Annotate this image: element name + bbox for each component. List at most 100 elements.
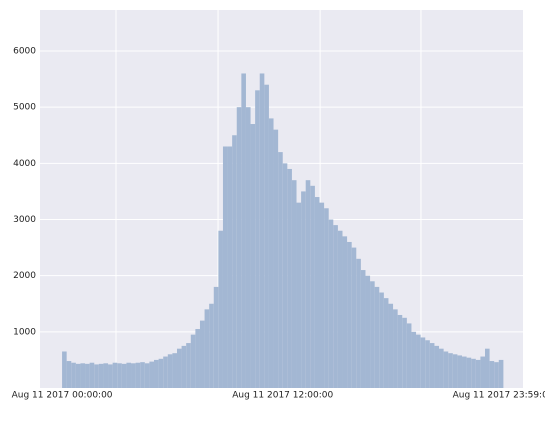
bar xyxy=(296,202,302,388)
bar xyxy=(328,219,334,388)
bar xyxy=(140,362,145,388)
bar xyxy=(406,323,412,388)
bar xyxy=(443,351,449,388)
bar xyxy=(379,292,384,388)
bar xyxy=(489,361,495,388)
bar xyxy=(268,118,274,389)
bar xyxy=(103,363,109,388)
bar xyxy=(370,281,375,388)
bar xyxy=(342,236,348,388)
bar xyxy=(181,345,187,388)
x-tick-label: Aug 11 2017 00:00:00 xyxy=(12,391,113,401)
bar xyxy=(291,180,297,388)
bar xyxy=(480,356,485,388)
bar xyxy=(62,351,67,388)
bar xyxy=(383,298,389,388)
bar xyxy=(250,124,256,389)
x-tick-label: Aug 11 2017 23:59:00 xyxy=(453,391,545,401)
bar xyxy=(186,343,191,388)
bar xyxy=(314,197,320,388)
bar xyxy=(190,334,196,388)
bar xyxy=(397,314,403,388)
bar xyxy=(475,359,481,388)
bar xyxy=(434,345,440,388)
bar xyxy=(360,270,366,388)
bar xyxy=(420,337,426,388)
bar xyxy=(452,354,458,388)
bar xyxy=(144,363,150,388)
bar xyxy=(466,357,472,388)
bar xyxy=(310,185,315,388)
bar xyxy=(89,362,95,388)
y-tick-label: 3000 xyxy=(13,215,36,225)
bar xyxy=(484,348,490,388)
bar xyxy=(282,163,288,388)
bar xyxy=(121,363,127,388)
bar xyxy=(71,362,76,388)
y-tick-label: 5000 xyxy=(13,103,36,113)
bar xyxy=(264,84,269,388)
bar xyxy=(218,230,223,388)
bar xyxy=(176,348,182,388)
bar xyxy=(305,180,311,388)
bar xyxy=(425,340,430,388)
bar xyxy=(347,241,352,388)
bar xyxy=(131,363,136,388)
x-tick-label: Aug 11 2017 12:00:00 xyxy=(232,391,333,401)
bar xyxy=(80,363,86,388)
bar xyxy=(172,353,177,388)
bar xyxy=(163,356,168,388)
bar xyxy=(351,247,357,388)
bar xyxy=(402,317,407,388)
y-tick-label: 4000 xyxy=(13,159,36,169)
bar xyxy=(112,362,118,388)
bar xyxy=(94,364,99,388)
bar xyxy=(448,353,453,388)
bar xyxy=(439,348,444,388)
bar xyxy=(333,225,338,388)
bar xyxy=(393,309,398,388)
y-tick-label: 2000 xyxy=(13,271,36,281)
y-tick-label: 1000 xyxy=(13,327,36,337)
bar xyxy=(154,359,159,388)
bar xyxy=(236,107,242,388)
bar xyxy=(287,168,292,388)
bar xyxy=(255,90,260,388)
bar xyxy=(75,363,81,388)
bar xyxy=(135,362,141,388)
bar xyxy=(195,329,200,388)
bar xyxy=(319,202,325,388)
bar xyxy=(232,135,237,388)
bar xyxy=(388,303,394,388)
bar xyxy=(365,275,371,388)
bar xyxy=(278,152,283,388)
bar xyxy=(241,73,246,389)
y-tick-label: 6000 xyxy=(13,47,36,57)
bar xyxy=(204,309,210,388)
bar xyxy=(494,362,499,388)
bar xyxy=(374,286,380,388)
bar xyxy=(167,354,173,388)
bar xyxy=(126,362,132,388)
bar xyxy=(117,363,122,388)
bar xyxy=(337,230,343,388)
bar xyxy=(85,363,90,388)
bar xyxy=(227,146,233,388)
bar xyxy=(324,208,329,388)
bar xyxy=(273,129,279,389)
bar xyxy=(471,358,476,388)
bar xyxy=(498,359,504,388)
bar xyxy=(149,361,155,388)
bar xyxy=(429,343,435,388)
bar xyxy=(259,73,265,389)
bar xyxy=(411,331,417,388)
bar xyxy=(108,364,113,388)
bar xyxy=(457,355,463,388)
bar xyxy=(356,258,361,388)
bar xyxy=(158,358,164,388)
bar xyxy=(209,303,214,388)
bar xyxy=(222,146,228,388)
bar xyxy=(98,363,104,388)
bar xyxy=(213,286,219,388)
